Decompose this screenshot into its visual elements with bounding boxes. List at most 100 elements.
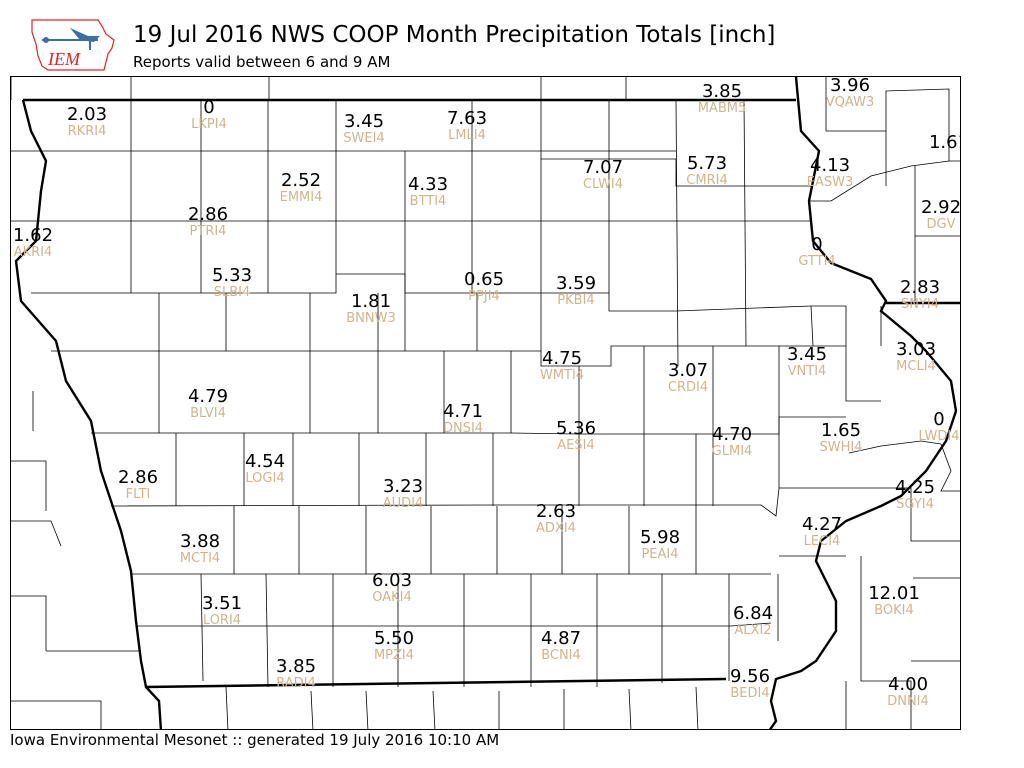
station-id: SLBI4 xyxy=(213,285,251,300)
station-marker: 3.45 SWEI4 xyxy=(343,111,385,146)
precip-value: 0.65 xyxy=(463,269,505,290)
station-marker: 0 LKPI4 xyxy=(191,99,227,132)
precip-value: 1.61 xyxy=(928,132,960,153)
precip-value: 4.70 xyxy=(711,424,753,445)
precip-value: 5.50 xyxy=(373,628,415,649)
precip-value: 5.36 xyxy=(555,418,597,439)
station-id: EASW3 xyxy=(806,175,854,190)
station-id: BTTI4 xyxy=(409,194,447,209)
precip-value: 1.81 xyxy=(350,291,392,312)
station-marker: 2.86 PTRI4 xyxy=(187,204,229,239)
station-id: OAKI4 xyxy=(372,590,412,605)
station-id: CRDI4 xyxy=(667,380,709,395)
precip-value: 1.65 xyxy=(820,420,862,441)
station-id: FLTI xyxy=(125,487,151,502)
precip-value: 5.33 xyxy=(211,265,253,286)
station-id: LOGI4 xyxy=(245,471,285,486)
precip-value: 1.62 xyxy=(12,225,54,246)
station-marker: 4.00 DNNI4 xyxy=(887,676,929,709)
station-marker: 2.52 EMMI4 xyxy=(279,172,323,205)
station-marker: 2.92 DGV xyxy=(920,197,961,232)
station-marker: 1.81 BNNW3 xyxy=(346,291,396,326)
station-marker: 4.87 BCNI4 xyxy=(541,630,581,663)
precip-value: 0 xyxy=(811,234,823,255)
station-id: PPJI4 xyxy=(468,289,500,304)
precip-value: 3.45 xyxy=(786,344,828,365)
precip-value: 3.88 xyxy=(179,531,221,552)
station-marker: 3.03 MCLI4 xyxy=(895,339,937,374)
precip-value: 6.84 xyxy=(732,603,774,624)
station-id: CLWI4 xyxy=(582,177,624,192)
precip-value: 6.03 xyxy=(371,570,413,591)
station-marker: 2.03 RKRI4 xyxy=(66,104,108,139)
station-id: LECI4 xyxy=(803,534,841,549)
station-marker: 5.33 SLBI4 xyxy=(211,265,253,300)
station-id: GLMI4 xyxy=(711,444,753,459)
station-id: VQAW3 xyxy=(825,95,875,110)
station-marker: 6.84 ALXI2 xyxy=(732,603,774,638)
station-id: WMTI4 xyxy=(539,368,585,383)
station-marker: 3.07 CRDI4 xyxy=(667,360,709,395)
precip-value: 2.03 xyxy=(66,104,108,125)
station-id: SNYI4 xyxy=(900,297,940,312)
precip-value: 4.13 xyxy=(809,155,851,176)
station-marker: 0 GTTI4 xyxy=(798,234,836,269)
precip-value: 3.07 xyxy=(667,360,709,381)
precip-value: 3.51 xyxy=(201,593,243,614)
station-id: SWEI4 xyxy=(343,131,385,146)
station-id: BOKI4 xyxy=(874,603,914,618)
footer-credit: Iowa Environmental Mesonet :: generated … xyxy=(10,731,500,749)
station-id: AUDI4 xyxy=(382,496,424,511)
station-id: VNTI4 xyxy=(787,364,827,379)
station-marker: 3.51 LORI4 xyxy=(201,593,243,628)
precip-value: 5.98 xyxy=(639,527,681,548)
precip-value: 0 xyxy=(933,409,945,430)
county-lines xyxy=(11,77,960,729)
station-marker: 4.54 LOGI4 xyxy=(245,453,285,486)
precip-value: 3.23 xyxy=(382,476,424,497)
precip-value: 2.86 xyxy=(187,204,229,225)
station-marker: 9.56 BEDI4 xyxy=(729,666,771,701)
station-marker: 3.45 VNTI4 xyxy=(786,344,828,379)
precip-value: 4.25 xyxy=(894,477,936,498)
station-marker: 12.01 BOKI4 xyxy=(868,583,920,618)
station-id: CMRI4 xyxy=(686,173,728,188)
station-id: MABM5 xyxy=(697,101,747,116)
precip-value: 12.01 xyxy=(868,583,920,604)
station-id: BNNW3 xyxy=(346,311,396,326)
svg-text:IEM: IEM xyxy=(47,49,81,69)
station-id: LORI4 xyxy=(202,613,242,628)
station-marker: 1.61 xyxy=(928,132,960,153)
station-marker: 5.98 PEAI4 xyxy=(639,527,681,562)
station-marker: 5.36 AESI4 xyxy=(555,418,597,453)
precip-value: 3.45 xyxy=(343,111,385,132)
station-id: PTRI4 xyxy=(189,224,227,239)
precip-value: 7.63 xyxy=(446,108,488,129)
station-id: LKPI4 xyxy=(191,117,227,132)
station-id: BEDI4 xyxy=(730,686,770,701)
station-marker: 5.50 MPZI4 xyxy=(373,628,415,663)
station-id: SGYI4 xyxy=(896,497,934,512)
precip-value: 3.96 xyxy=(829,76,871,96)
station-id: LMLI4 xyxy=(448,128,486,143)
station-marker: 3.85 MABM5 xyxy=(697,83,747,116)
station-marker: 7.07 CLWI4 xyxy=(582,159,624,192)
map-subtitle: Reports valid between 6 and 9 AM xyxy=(133,53,391,71)
station-id: EMMI4 xyxy=(279,190,323,205)
station-id: BLVI4 xyxy=(190,406,226,421)
station-id: RKRI4 xyxy=(67,124,107,139)
station-marker: 5.73 CMRI4 xyxy=(686,155,728,188)
station-id: GTTI4 xyxy=(798,254,836,269)
precip-value: 3.03 xyxy=(895,339,937,360)
station-id: MCTI4 xyxy=(179,551,221,566)
station-id: DGV xyxy=(926,217,956,232)
station-id: LWDI4 xyxy=(918,429,960,444)
station-marker: 4.75 WMTI4 xyxy=(539,350,585,383)
station-id: ALXI2 xyxy=(734,623,772,638)
station-id: AKRI4 xyxy=(13,245,53,260)
precip-value: 2.92 xyxy=(920,197,961,218)
station-marker: 3.85 RADI4 xyxy=(276,658,316,691)
precip-value: 9.56 xyxy=(729,666,771,687)
state-borders xyxy=(14,77,960,729)
station-marker: 7.63 LMLI4 xyxy=(446,108,488,143)
